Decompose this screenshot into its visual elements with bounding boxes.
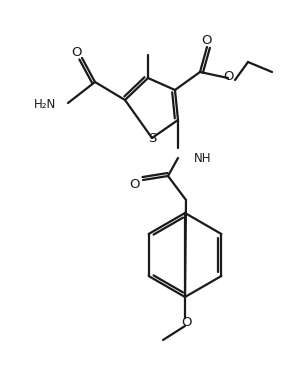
Text: O: O [72,46,82,60]
Text: O: O [202,34,212,48]
Text: NH: NH [194,152,211,166]
Text: O: O [181,315,191,329]
Text: H₂N: H₂N [34,99,56,111]
Text: O: O [224,70,234,82]
Text: O: O [130,178,140,192]
Text: S: S [148,132,156,144]
